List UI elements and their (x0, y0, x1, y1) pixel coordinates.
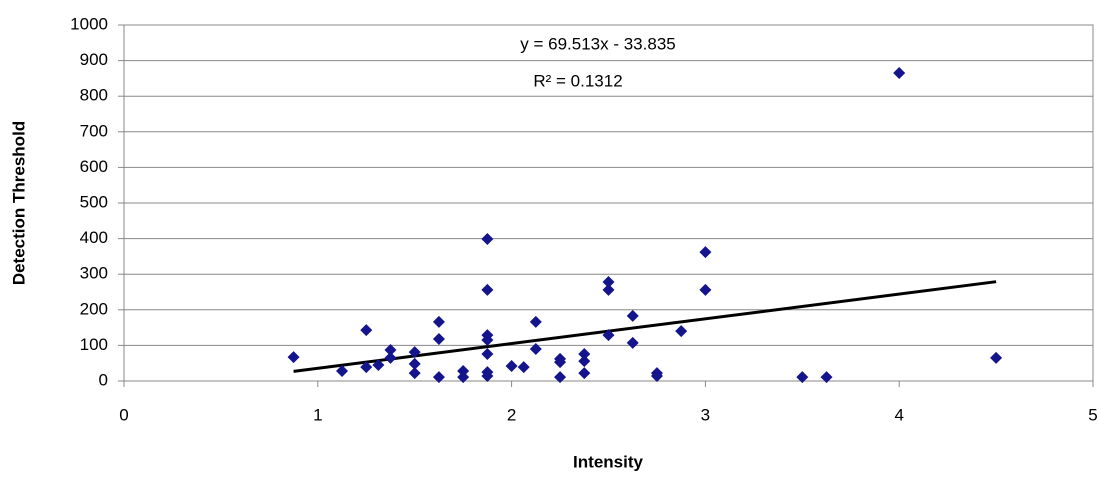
point (602, 329, 615, 342)
point (432, 315, 445, 328)
point (384, 344, 397, 357)
point (457, 365, 470, 378)
point (529, 342, 542, 355)
point (384, 351, 397, 364)
y-tick-label: 500 (80, 192, 108, 211)
x-tick-label: 2 (507, 405, 516, 424)
point (650, 370, 663, 383)
plot-border (123, 24, 1094, 382)
point (360, 361, 373, 374)
point (481, 232, 494, 245)
y-tick-label: 900 (80, 50, 108, 69)
point (360, 324, 373, 337)
point (675, 325, 688, 338)
point (699, 246, 712, 259)
y-axis-title: Detection Threshold (9, 121, 28, 285)
point (432, 371, 445, 384)
point (287, 351, 300, 364)
x-tick-label: 0 (119, 405, 128, 424)
point (481, 347, 494, 360)
y-tick-label: 200 (80, 299, 108, 318)
point (481, 370, 494, 383)
point (457, 371, 470, 384)
point (626, 336, 639, 349)
point (408, 357, 421, 370)
point (517, 361, 530, 374)
y-tick-label: 800 (80, 86, 108, 105)
trendline (293, 280, 997, 373)
x-tick-label: 5 (1088, 405, 1097, 424)
point (796, 371, 809, 384)
y-tick-label: 600 (80, 157, 108, 176)
point (529, 315, 542, 328)
point (554, 356, 567, 369)
point (481, 283, 494, 296)
x-tick-label: 1 (313, 405, 322, 424)
point (990, 351, 1003, 364)
point (554, 371, 567, 384)
point (602, 276, 615, 289)
x-tick-label: 3 (701, 405, 710, 424)
y-tick-label: 1000 (70, 14, 108, 33)
point (699, 283, 712, 296)
point (432, 332, 445, 345)
point (481, 334, 494, 347)
y-tick-label: 100 (80, 335, 108, 354)
point (893, 67, 906, 80)
y-tick-label: 300 (80, 264, 108, 283)
point (408, 346, 421, 359)
x-axis-title: Intensity (573, 452, 643, 471)
x-tick-label: 4 (894, 405, 903, 424)
point (336, 365, 349, 378)
point (372, 358, 385, 371)
y-tick-label: 700 (80, 121, 108, 140)
point (578, 355, 591, 368)
point (408, 367, 421, 380)
point (820, 371, 833, 384)
y-tick-label: 0 (99, 370, 108, 389)
trend-equation: y = 69.513x - 33.835 (520, 34, 675, 53)
point (505, 360, 518, 373)
point (626, 309, 639, 322)
point (578, 367, 591, 380)
point (578, 347, 591, 360)
point (602, 283, 615, 296)
r-squared: R² = 0.1312 (533, 71, 622, 90)
y-tick-label: 400 (80, 228, 108, 247)
